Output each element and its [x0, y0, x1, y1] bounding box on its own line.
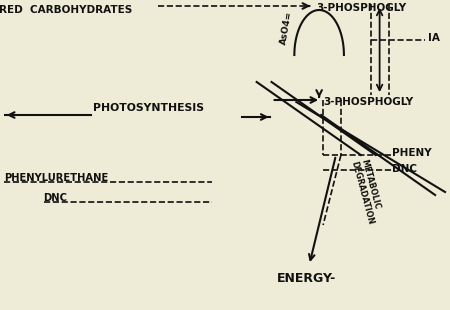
Text: DNC: DNC — [392, 164, 418, 174]
Text: 3-PHOSPHOGLY: 3-PHOSPHOGLY — [316, 3, 406, 13]
Text: 3-PHOSPHOGLY: 3-PHOSPHOGLY — [323, 97, 413, 107]
Text: DNC: DNC — [44, 193, 68, 203]
Text: PHENY: PHENY — [392, 148, 432, 158]
Text: IA: IA — [428, 33, 440, 43]
Text: PHENYLURETHANE: PHENYLURETHANE — [4, 173, 108, 183]
Text: METABOLIC
DEGRADATION: METABOLIC DEGRADATION — [349, 158, 384, 226]
Text: AsO4=: AsO4= — [279, 11, 294, 46]
Text: PHOTOSYNTHESIS: PHOTOSYNTHESIS — [93, 103, 204, 113]
Text: ENERGY-: ENERGY- — [276, 272, 336, 285]
Text: RED  CARBOHYDRATES: RED CARBOHYDRATES — [0, 5, 132, 15]
